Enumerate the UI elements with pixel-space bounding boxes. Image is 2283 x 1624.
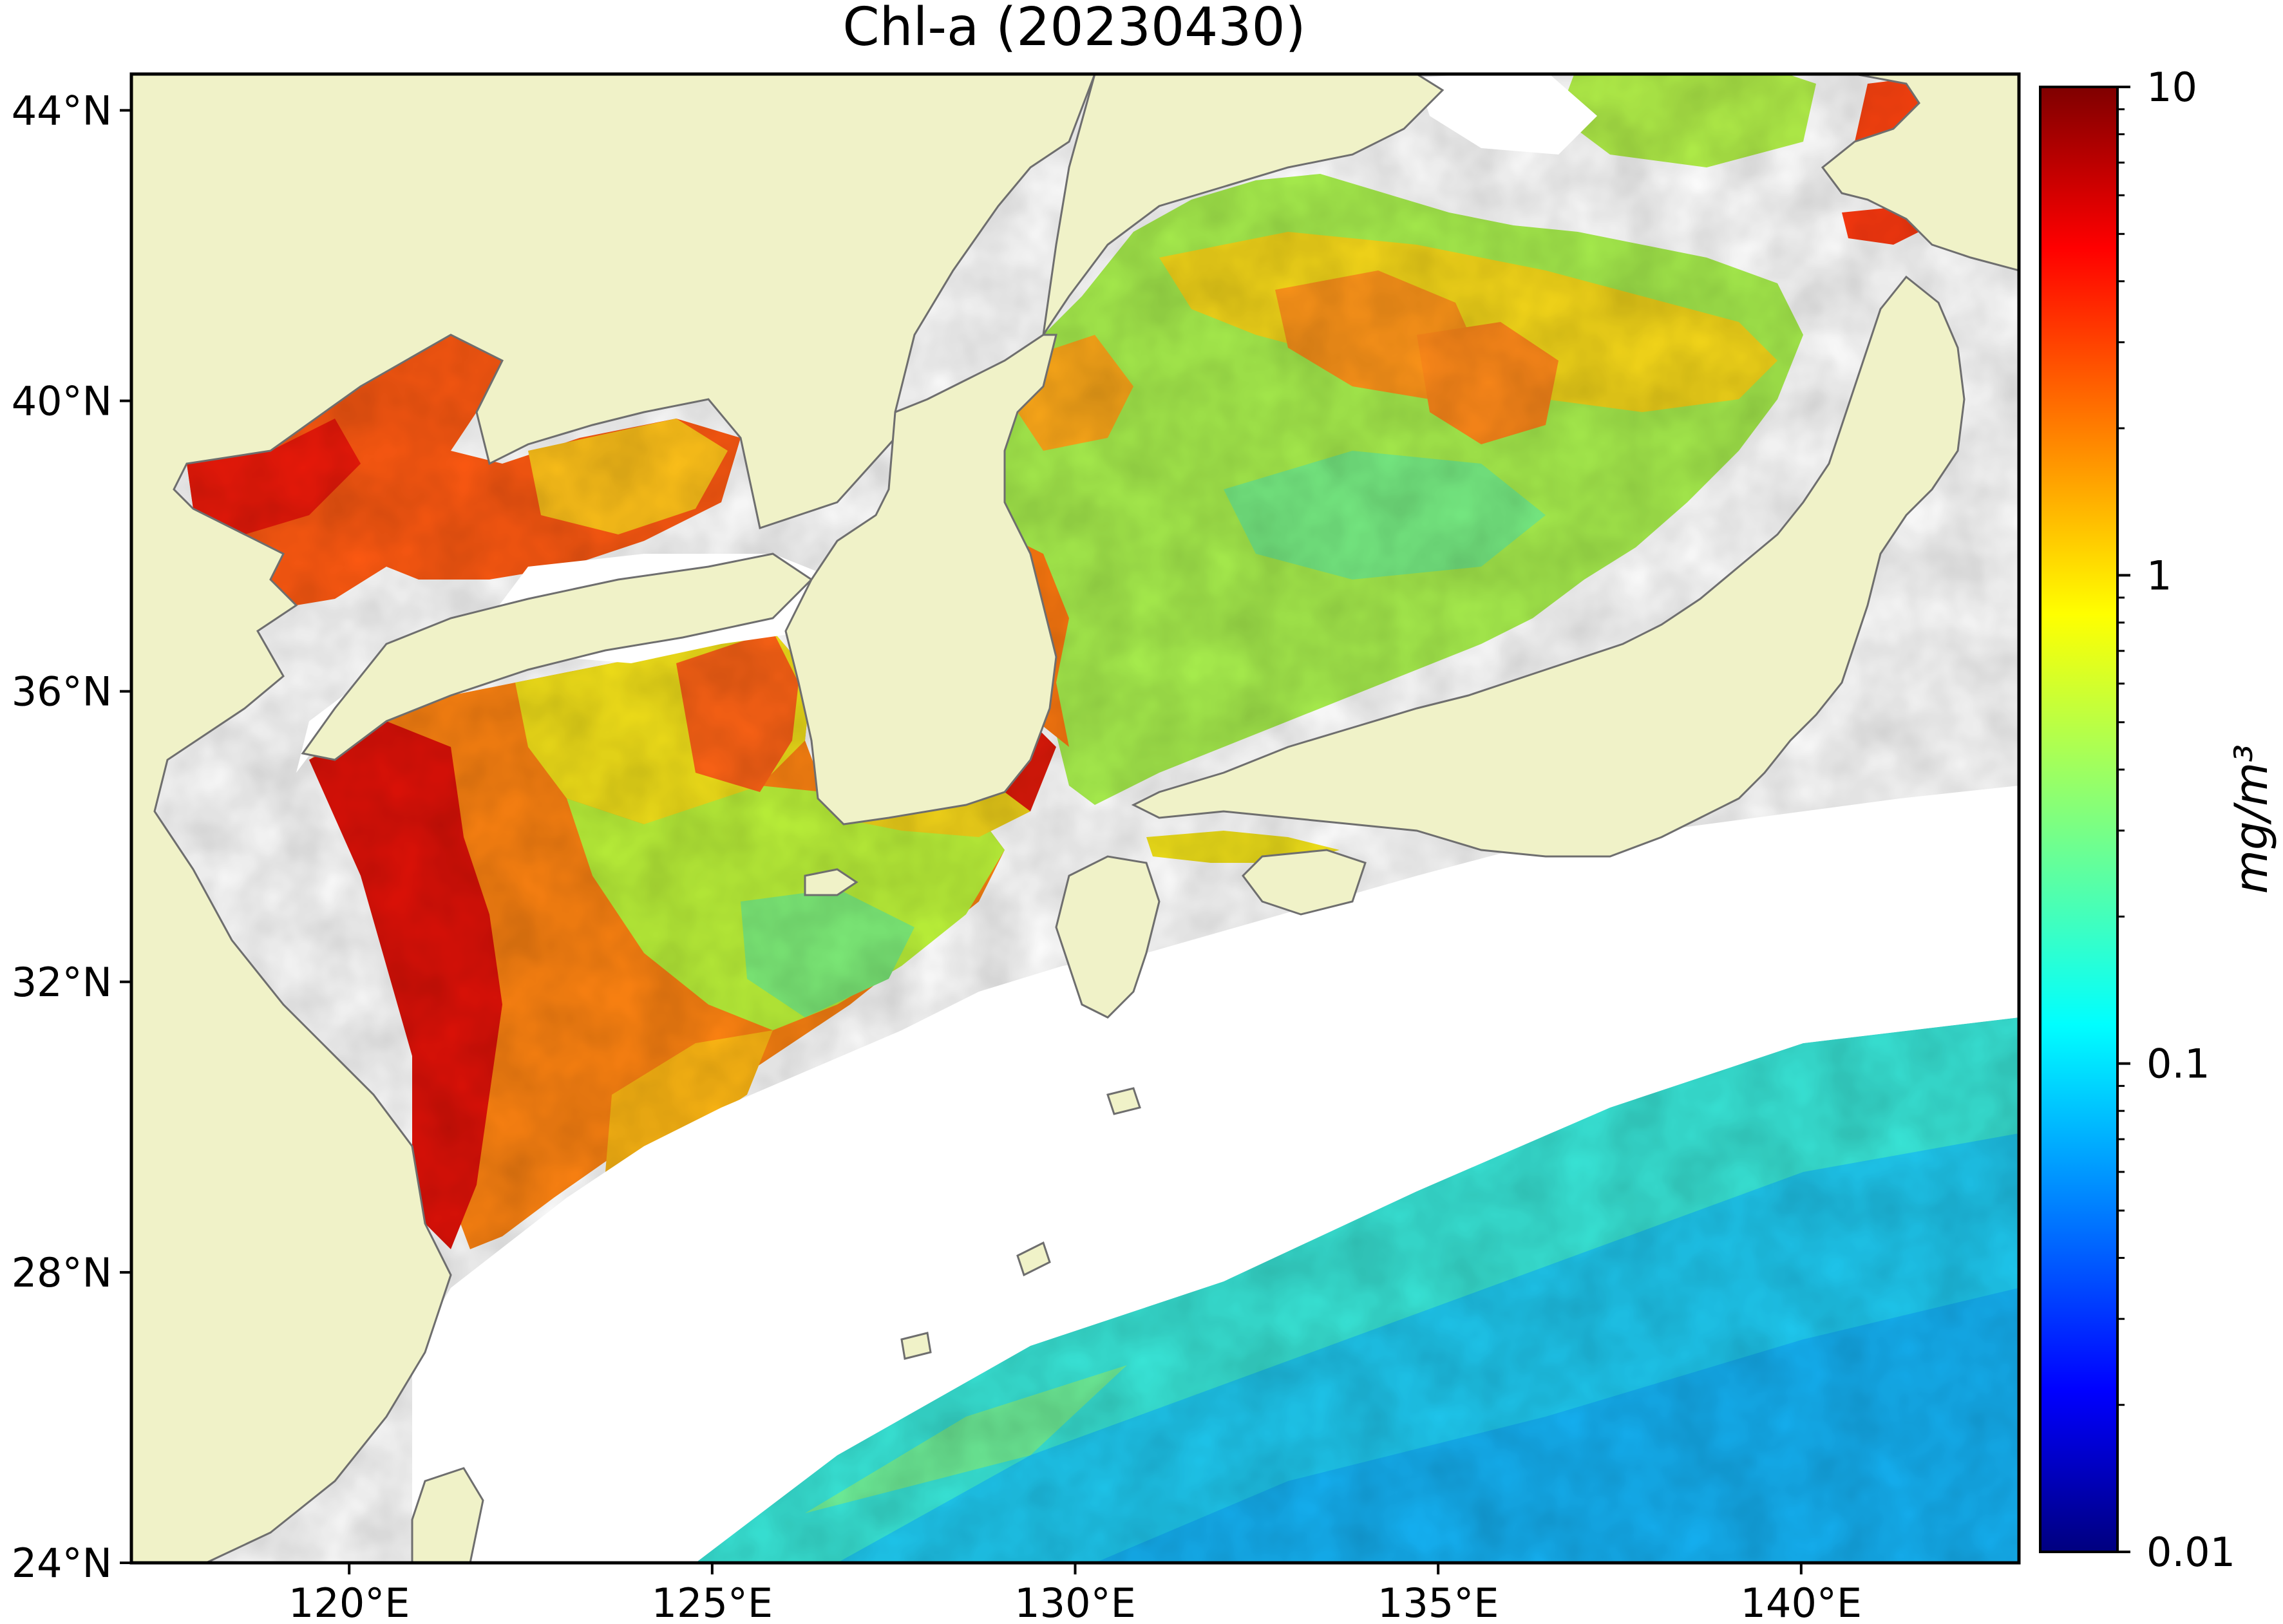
x-tick-label: 120°E [289, 1580, 410, 1624]
colorbar-gradient [2039, 86, 2119, 1553]
y-tick-label: 44°N [12, 87, 112, 134]
y-axis: 24°N 28°N 32°N 36°N 40°N 44°N [12, 87, 131, 1587]
plot-area [131, 74, 2019, 1563]
y-tick-label: 28°N [12, 1249, 112, 1296]
colorbar-ticks: 10 1 0.1 0.01 [2117, 64, 2235, 1576]
colorbar-tick-label: 0.01 [2146, 1529, 2235, 1576]
y-tick-label: 40°N [12, 378, 112, 425]
x-tick-label: 135°E [1378, 1580, 1499, 1624]
colorbar-tick-label: 0.1 [2146, 1041, 2210, 1088]
colorbar-label: mg/m³ [2225, 744, 2278, 894]
land [131, 74, 2019, 1563]
x-tick-label: 125°E [652, 1580, 773, 1624]
colorbar-tick-label: 1 [2146, 552, 2172, 599]
colorbar: 10 1 0.1 0.01 mg/m³ [2039, 64, 2278, 1576]
x-tick-label: 140°E [1741, 1580, 1862, 1624]
colorbar-tick-label: 10 [2146, 64, 2197, 111]
x-tick-label: 130°E [1014, 1580, 1136, 1624]
y-tick-label: 36°N [12, 668, 112, 715]
x-axis: 120°E 125°E 130°E 135°E 140°E [289, 1563, 1862, 1624]
map-title: Chl-a (20230430) [842, 0, 1305, 58]
y-tick-label: 24°N [12, 1540, 112, 1587]
y-tick-label: 32°N [12, 959, 112, 1006]
